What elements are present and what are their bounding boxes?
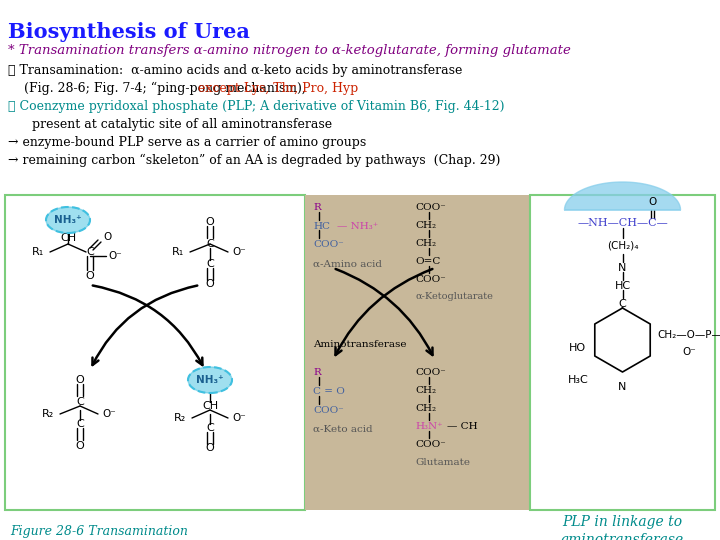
Text: CH₂—O—P—O⁻: CH₂—O—P—O⁻ (657, 330, 720, 340)
FancyArrowPatch shape (336, 269, 433, 355)
Text: COO⁻: COO⁻ (415, 368, 446, 377)
Text: O: O (86, 271, 94, 281)
Text: CH₂: CH₂ (415, 221, 436, 230)
Text: NH₃⁺: NH₃⁺ (196, 375, 224, 385)
Text: PLP in linkage to
aminotransferase: PLP in linkage to aminotransferase (560, 515, 683, 540)
Text: COO⁻: COO⁻ (313, 406, 343, 415)
Ellipse shape (188, 367, 232, 393)
Text: → enzyme-bound PLP serve as a carrier of amino groups: → enzyme-bound PLP serve as a carrier of… (8, 136, 366, 149)
Text: present at catalytic site of all aminotransferase: present at catalytic site of all aminotr… (8, 118, 332, 131)
Ellipse shape (46, 207, 90, 233)
Text: except Lys, Thr, Pro, Hyp: except Lys, Thr, Pro, Hyp (198, 82, 359, 95)
Text: Biosynthesis of Urea: Biosynthesis of Urea (8, 22, 250, 42)
Text: CH: CH (60, 233, 76, 243)
Text: O: O (206, 217, 215, 227)
FancyBboxPatch shape (305, 195, 530, 510)
Text: O: O (76, 441, 84, 451)
Text: → remaining carbon “skeleton” of an AA is degraded by pathways  (Chap. 29): → remaining carbon “skeleton” of an AA i… (8, 154, 500, 167)
Text: O⁻: O⁻ (232, 413, 246, 423)
Text: R₂: R₂ (42, 409, 54, 419)
Text: O⁻: O⁻ (232, 247, 246, 257)
Text: HC: HC (313, 222, 330, 231)
Text: O=C: O=C (415, 257, 441, 266)
Text: — CH: — CH (447, 422, 477, 431)
Text: C: C (618, 299, 626, 309)
Text: CH: CH (202, 401, 218, 411)
Text: R: R (313, 203, 320, 212)
Text: C: C (76, 397, 84, 407)
Text: ② Coenzyme pyridoxal phosphate (PLP; A derivative of Vitamin B6, Fig. 44-12): ② Coenzyme pyridoxal phosphate (PLP; A d… (8, 100, 505, 113)
Text: N: N (618, 382, 626, 392)
Text: O⁻: O⁻ (683, 347, 696, 357)
Text: C = O: C = O (313, 387, 345, 396)
Text: α-Keto acid: α-Keto acid (313, 425, 373, 434)
Text: (CH₂)₄: (CH₂)₄ (607, 240, 638, 250)
Text: Figure 28-6 Transamination: Figure 28-6 Transamination (10, 525, 188, 538)
Text: H₃N⁺: H₃N⁺ (415, 422, 443, 431)
Polygon shape (564, 182, 680, 210)
Text: COO⁻: COO⁻ (313, 240, 343, 249)
Text: R₂: R₂ (174, 413, 186, 423)
Text: COO⁻: COO⁻ (415, 440, 446, 449)
Text: O: O (206, 443, 215, 453)
Text: O: O (206, 279, 215, 289)
Text: Glutamate: Glutamate (415, 458, 470, 467)
Text: N: N (618, 263, 626, 273)
Text: C: C (206, 239, 214, 249)
Text: O⁻: O⁻ (102, 409, 116, 419)
Text: CH₂: CH₂ (415, 386, 436, 395)
Text: C: C (206, 423, 214, 433)
Text: ① Transamination:  α-amino acids and α-keto acids by aminotransferase: ① Transamination: α-amino acids and α-ke… (8, 64, 462, 77)
Text: Aminotransferase: Aminotransferase (313, 340, 407, 349)
Text: α-Ketoglutarate: α-Ketoglutarate (415, 292, 493, 301)
Text: HO: HO (568, 343, 585, 353)
FancyBboxPatch shape (5, 195, 305, 510)
Text: C: C (76, 419, 84, 429)
Text: —NH—CH—C—: —NH—CH—C— (577, 218, 668, 228)
FancyBboxPatch shape (530, 195, 715, 510)
Text: HC: HC (614, 281, 631, 291)
Text: R: R (313, 368, 320, 377)
Text: O: O (103, 232, 112, 242)
FancyArrowPatch shape (336, 269, 433, 355)
Text: C: C (86, 247, 94, 257)
Text: NH₃⁺: NH₃⁺ (54, 215, 82, 225)
Text: COO⁻: COO⁻ (415, 203, 446, 212)
Text: — NH₃⁺: — NH₃⁺ (337, 222, 378, 231)
Text: CH₂: CH₂ (415, 404, 436, 413)
Text: H₃C: H₃C (568, 375, 588, 385)
Text: O: O (76, 375, 84, 385)
Text: α-Amino acid: α-Amino acid (313, 260, 382, 269)
Text: COO⁻: COO⁻ (415, 275, 446, 284)
Text: (Fig. 28-6; Fig. 7-4; “ping-pong mechanism),: (Fig. 28-6; Fig. 7-4; “ping-pong mechani… (8, 82, 310, 95)
Text: R₁: R₁ (172, 247, 184, 257)
Text: R₁: R₁ (32, 247, 44, 257)
Text: O⁻: O⁻ (108, 251, 122, 261)
Text: O: O (649, 197, 657, 207)
Text: CH₂: CH₂ (415, 239, 436, 248)
Text: * Transamination transfers α-amino nitrogen to α-ketoglutarate, forming glutamat: * Transamination transfers α-amino nitro… (8, 44, 571, 57)
FancyArrowPatch shape (93, 286, 202, 365)
FancyArrowPatch shape (92, 286, 197, 365)
Text: C: C (206, 259, 214, 269)
